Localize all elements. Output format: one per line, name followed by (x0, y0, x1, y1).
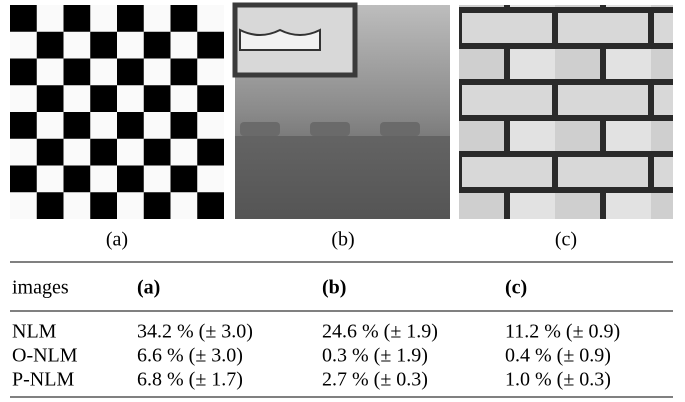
cell: 11.2 % (± 0.9) (505, 321, 620, 343)
cell: NLM (12, 321, 57, 343)
cell: O-NLM (12, 345, 78, 367)
cell: 6.6 % (± 3.0) (137, 345, 243, 367)
cell: 24.6 % (± 1.9) (322, 321, 438, 343)
caption: (b) (331, 229, 354, 251)
cell: 0.4 % (± 0.9) (505, 345, 611, 367)
cell: 0.3 % (± 1.9) (322, 345, 428, 367)
caption: (a) (106, 229, 128, 251)
caption: (c) (555, 229, 577, 251)
image-c (459, 5, 673, 219)
cell: 1.0 % (± 0.3) (505, 369, 611, 391)
cell: 34.2 % (± 3.0) (137, 321, 253, 343)
cell: 2.7 % (± 0.3) (322, 369, 428, 391)
header-cell: (c) (505, 277, 527, 299)
image-a (10, 5, 224, 219)
header-cell: images (12, 277, 69, 299)
cell: P-NLM (12, 369, 74, 391)
header-cell: (a) (137, 277, 160, 299)
image-b (232, 2, 450, 219)
cell: 6.8 % (± 1.7) (137, 369, 243, 391)
header-cell: (b) (322, 277, 346, 299)
